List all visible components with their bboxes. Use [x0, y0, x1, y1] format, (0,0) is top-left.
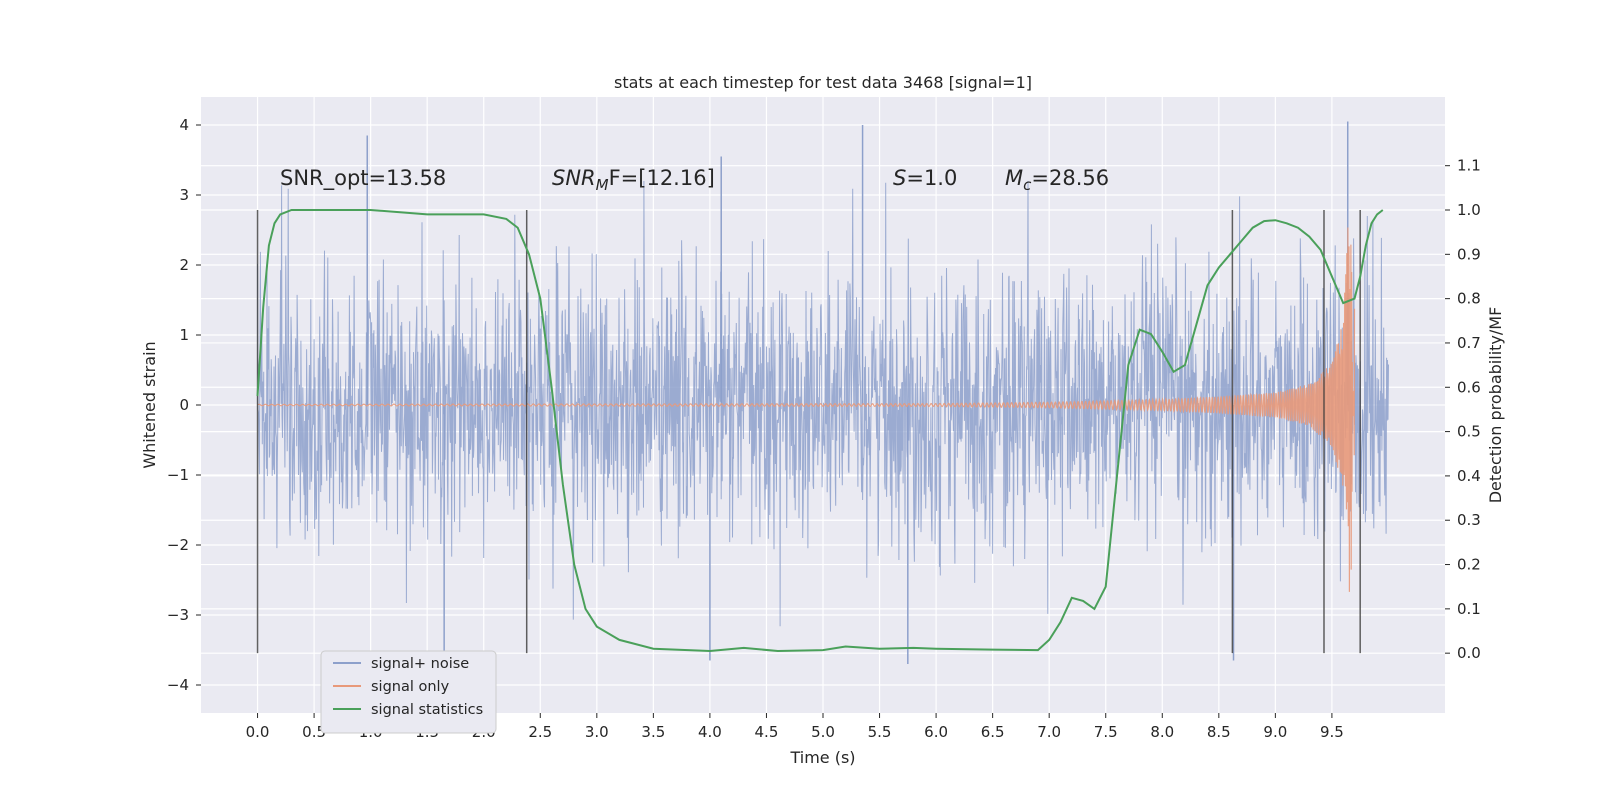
y-tick-label: 0: [179, 396, 189, 414]
y-tick-label: 2: [179, 256, 189, 274]
legend-box: [320, 650, 497, 734]
y2-tick-label: 0.0: [1457, 644, 1481, 662]
x-tick-label: 8.0: [1150, 723, 1174, 741]
x-tick-label: 0.5: [302, 723, 326, 741]
y2-tick-label: 0.1: [1457, 600, 1481, 618]
x-tick-label: 5.5: [868, 723, 892, 741]
legend-label-signal-only: signal only: [371, 679, 450, 695]
y2-tick-label: 0.8: [1457, 290, 1481, 308]
y-tick-label: −1: [167, 466, 189, 484]
y-tick-label: −3: [167, 606, 189, 624]
signal-statistics-line: [256, 209, 1384, 653]
x-axis-label: Time (s): [789, 748, 855, 767]
legend: signal+ noise signal only signal statist…: [320, 650, 497, 734]
signal-noise-line: [257, 180, 1389, 627]
y-tick-labels: −4 −3 −2 −1 0 1 2 3 4: [167, 116, 201, 694]
x-tick-label: 7.5: [1094, 723, 1118, 741]
annotation-mc: Mc=28.56: [1005, 166, 1109, 194]
x-tick-label: 4.0: [698, 723, 722, 741]
y-tick-label: 3: [179, 186, 189, 204]
y2-tick-labels: 0.0 0.1 0.2 0.3 0.4 0.5 0.6 0.7 0.8 0.9 1.0 1.1: [1445, 157, 1481, 662]
annotation-s: S=1.0: [893, 166, 957, 190]
y2-tick-label: 0.4: [1457, 467, 1481, 485]
legend-label-signal-noise: signal+ noise: [371, 656, 469, 672]
x-tick-label: 2.5: [528, 723, 552, 741]
x-tick-label: 3.0: [585, 723, 609, 741]
y2-tick-label: 0.7: [1457, 334, 1481, 352]
x-tick-label: 8.5: [1207, 723, 1231, 741]
y-tick-label: 4: [179, 116, 189, 134]
y2-tick-label: 0.2: [1457, 556, 1481, 574]
y-axis-label: Whitened strain: [140, 341, 159, 468]
y2-tick-label: 1.1: [1457, 157, 1481, 175]
y-tick-label: 1: [179, 326, 189, 344]
y2-tick-label: 0.5: [1457, 423, 1481, 441]
y2-tick-label: 0.9: [1457, 245, 1481, 263]
x-tick-label: 3.5: [641, 723, 665, 741]
y2-tick-label: 0.6: [1457, 378, 1481, 396]
x-tick-label: 0.0: [246, 723, 270, 741]
x-tick-label: 5.0: [811, 723, 835, 741]
signal-statistics-trace: [256, 209, 1384, 653]
x-tick-label: 6.0: [924, 723, 948, 741]
detection-vertical-lines: [256, 210, 1361, 654]
x-tick-label: 9.5: [1320, 723, 1344, 741]
annotation-snr-opt: SNR_opt=13.58: [280, 166, 446, 191]
legend-label-signal-statistics: signal statistics: [371, 702, 483, 718]
y2-axis-label: Detection probability/MF: [1486, 307, 1505, 504]
x-tick-label: 6.5: [981, 723, 1005, 741]
signal-noise-trace: [257, 121, 1389, 664]
x-tick-label: 9.0: [1263, 723, 1287, 741]
annotation-snr-mf: SNRMF=[12.16]: [552, 166, 715, 194]
signal-only-trace: [257, 227, 1356, 592]
y2-tick-label: 1.0: [1457, 201, 1481, 219]
x-tick-label: 7.0: [1037, 723, 1061, 741]
y2-tick-label: 0.3: [1457, 511, 1481, 529]
y-tick-label: −2: [167, 536, 189, 554]
signal-only-line: [257, 227, 1356, 592]
y-tick-label: −4: [167, 676, 189, 694]
x-tick-label: 4.5: [755, 723, 779, 741]
chart-title: stats at each timestep for test data 346…: [614, 73, 1032, 92]
